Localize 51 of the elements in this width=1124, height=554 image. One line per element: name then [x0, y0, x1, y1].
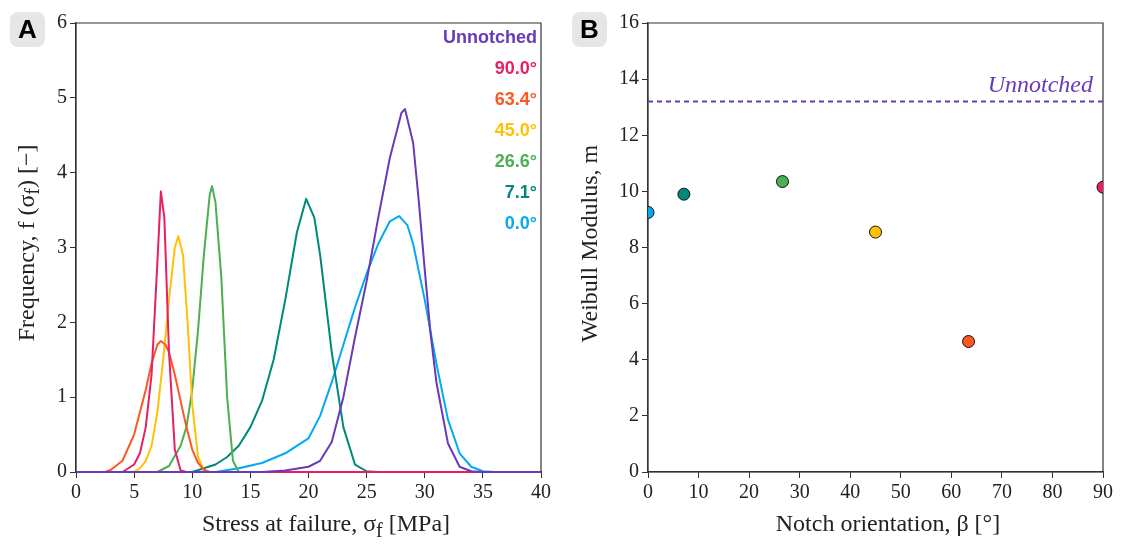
- x-tick-label: 20: [298, 480, 319, 503]
- point: [962, 335, 976, 349]
- text: 26.6°: [494, 150, 537, 171]
- y-tick-label: 8: [629, 234, 639, 257]
- x-tick-label: 50: [890, 480, 911, 503]
- y-tick-label: 6: [629, 290, 639, 313]
- y-tick-label: 16: [619, 10, 639, 33]
- point: [869, 225, 882, 239]
- x-tick-label: 70: [991, 480, 1012, 503]
- x-axis-title: Stress at failure, σ$_{f}$ [MPa]: [200, 510, 452, 542]
- text: 90.0°: [494, 57, 537, 78]
- x-tick-label: 30: [789, 480, 810, 503]
- y-tick-label: 0: [57, 459, 67, 482]
- y-tick-label: 4: [629, 347, 639, 369]
- y-axis-title: Weibull Modulus, m: [576, 144, 604, 342]
- x-tick-label: 40: [531, 480, 551, 503]
- text: B: [572, 12, 607, 47]
- text: 45.0°: [494, 119, 537, 140]
- y-tick-label: 1: [57, 384, 67, 407]
- x-tick-label: 0: [71, 480, 81, 503]
- y-tick-label: 3: [57, 234, 67, 257]
- x-axis-title: Notch orientation, β [°]: [774, 510, 1002, 537]
- text: 7.1°: [504, 181, 537, 202]
- x-tick-label: 25: [356, 480, 377, 503]
- x-tick-label: 60: [941, 480, 962, 503]
- y-tick-label: 0: [629, 459, 639, 482]
- x-tick-label: 15: [240, 480, 261, 503]
- ref-line-label: Unnotched: [987, 70, 1094, 97]
- text: 63.4°: [494, 88, 537, 109]
- y-tick-label: 10: [619, 178, 639, 201]
- y-tick-label: 2: [629, 403, 639, 426]
- text: Unnotched: [443, 26, 537, 47]
- text: A: [10, 12, 45, 47]
- x-tick-label: 30: [414, 480, 435, 503]
- x-tick-label: 35: [472, 480, 493, 503]
- y-tick-label: 5: [57, 85, 67, 108]
- point: [775, 175, 789, 189]
- x-tick-label: 40: [840, 480, 861, 503]
- y-tick-label: 12: [619, 122, 639, 145]
- x-tick-label: 10: [688, 480, 709, 503]
- y-tick-label: 6: [57, 10, 67, 33]
- y-tick-label: 14: [619, 66, 639, 89]
- y-tick-label: 2: [57, 309, 67, 332]
- text: 0.0°: [504, 212, 537, 233]
- x-tick-label: 80: [1042, 480, 1063, 503]
- x-tick-label: 20: [739, 480, 760, 503]
- x-tick-label: 90: [1093, 480, 1113, 503]
- x-tick-label: 10: [182, 480, 203, 503]
- y-tick-label: 4: [57, 159, 67, 182]
- x-tick-label: 5: [129, 480, 140, 503]
- x-tick-label: 0: [643, 480, 653, 503]
